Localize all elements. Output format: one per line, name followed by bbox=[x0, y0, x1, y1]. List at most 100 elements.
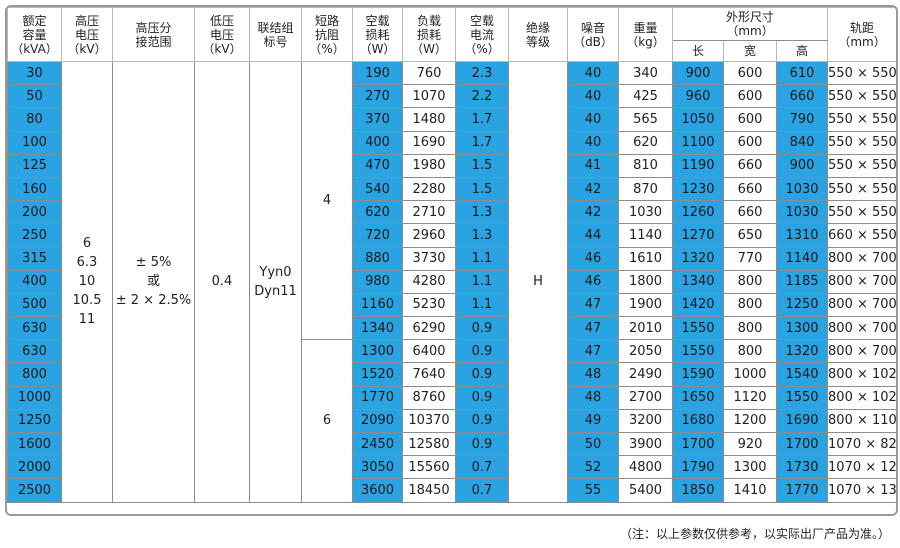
hv-voltage-values-line: 6 bbox=[82, 236, 92, 252]
width-cell: 800 bbox=[723, 339, 777, 364]
noload-current-cell: 0.9 bbox=[455, 431, 509, 457]
impedance-cell: 4 bbox=[301, 60, 353, 341]
width-cell: 1200 bbox=[723, 408, 777, 434]
width-cell: 600 bbox=[723, 60, 777, 86]
gauge-cell: 550 × 550 bbox=[827, 84, 896, 109]
capacity-cell: 200 bbox=[7, 200, 62, 225]
header-capacity: 额定 容量 （kVA） bbox=[7, 7, 62, 62]
header-lv-voltage: 低压 电压 （kV） bbox=[194, 7, 250, 62]
weight-cell: 2700 bbox=[618, 385, 673, 410]
height-cell: 1550 bbox=[775, 385, 829, 410]
gauge-cell: 550 × 550 bbox=[827, 153, 896, 178]
capacity-cell: 1250 bbox=[7, 408, 62, 434]
height-cell: 1690 bbox=[775, 408, 829, 434]
weight-cell: 810 bbox=[618, 153, 673, 178]
noload-loss-cell: 1520 bbox=[352, 362, 403, 387]
load-loss-cell: 12580 bbox=[402, 431, 456, 457]
gauge-cell: 800 × 700 bbox=[827, 246, 896, 271]
gauge-cell: 800 × 700 bbox=[827, 292, 896, 318]
gauge-cell: 800 × 700 bbox=[827, 339, 896, 364]
width-cell: 600 bbox=[723, 130, 777, 155]
capacity-cell: 1000 bbox=[7, 385, 62, 410]
gauge-cell: 800 × 1020 bbox=[827, 362, 896, 387]
load-loss-cell: 2710 bbox=[402, 200, 456, 225]
hv-voltage-values: 6 6.3 10 10.5 11 bbox=[63, 234, 112, 329]
weight-cell: 565 bbox=[618, 107, 673, 132]
noise-cell: 40 bbox=[567, 60, 619, 86]
noload-current-cell: 1.1 bbox=[455, 292, 509, 318]
header-dimensions: 外形尺寸 （mm） bbox=[671, 7, 829, 41]
height-cell: 840 bbox=[775, 130, 829, 155]
gauge-cell: 550 × 550 bbox=[827, 107, 896, 132]
noise-cell: 49 bbox=[567, 408, 619, 434]
hv-voltage-values-line: 11 bbox=[78, 312, 96, 328]
weight-cell: 340 bbox=[618, 60, 673, 86]
table-row: 630 6 1300 6400 0.9 47 2050 1550 800 1320 800 × 70… bbox=[7, 339, 896, 503]
noload-current-cell: 2.3 bbox=[455, 60, 509, 86]
noload-current-cell: 0.7 bbox=[455, 455, 509, 480]
noload-loss-cell: 1770 bbox=[352, 385, 403, 410]
load-loss-cell: 1980 bbox=[402, 153, 456, 178]
header-hv-voltage: 高压 电压 （kV） bbox=[61, 7, 113, 62]
length-cell: 1680 bbox=[672, 408, 724, 434]
load-loss-cell: 2280 bbox=[402, 176, 456, 202]
noload-loss-cell: 3050 bbox=[352, 455, 403, 480]
noload-loss-cell: 370 bbox=[352, 107, 403, 132]
insulation-cell: H bbox=[508, 61, 568, 503]
noload-current-cell: 1.3 bbox=[455, 223, 509, 248]
gauge-cell: 550 × 550 bbox=[827, 60, 896, 86]
width-cell: 660 bbox=[723, 200, 777, 225]
table-row: 400 980 4280 1.1 46 1800 1340 800 1185 800 × 700 bbox=[7, 269, 896, 294]
load-loss-cell: 4280 bbox=[402, 269, 456, 294]
noload-current-cell: 0.9 bbox=[455, 408, 509, 434]
noload-loss-cell: 270 bbox=[352, 84, 403, 109]
noload-current-cell: 0.9 bbox=[455, 316, 509, 341]
header-dim-width: 宽 bbox=[723, 40, 777, 62]
length-cell: 1230 bbox=[672, 176, 724, 202]
vector-group-values-line: Yyn0 bbox=[259, 264, 292, 280]
length-cell: 1650 bbox=[672, 385, 724, 410]
gauge-cell: 1070 × 1210 bbox=[827, 455, 896, 480]
weight-cell: 1030 bbox=[618, 200, 673, 225]
gauge-cell: 800 × 700 bbox=[827, 316, 896, 341]
weight-cell: 5400 bbox=[618, 478, 673, 503]
load-loss-cell: 1690 bbox=[402, 130, 456, 155]
weight-cell: 2010 bbox=[618, 316, 673, 341]
load-loss-cell: 6400 bbox=[402, 339, 456, 364]
noload-loss-cell: 470 bbox=[352, 153, 403, 178]
table-body: 30 6 6.3 10 10.5 11 ± 5% 或 ± 2 × 2.5% 0.4 Yyn0 Dyn1… bbox=[7, 60, 896, 503]
gauge-cell: 550 × 550 bbox=[827, 130, 896, 155]
width-cell: 920 bbox=[723, 431, 777, 457]
load-loss-cell: 6290 bbox=[402, 316, 456, 341]
header-gauge: 轨距 （mm） bbox=[827, 7, 896, 62]
width-cell: 1300 bbox=[723, 455, 777, 480]
width-cell: 800 bbox=[723, 292, 777, 318]
load-loss-cell: 18450 bbox=[402, 478, 456, 503]
capacity-cell: 80 bbox=[7, 107, 62, 132]
height-cell: 900 bbox=[775, 153, 829, 178]
header-noload-loss: 空载 损耗 （W） bbox=[352, 7, 403, 62]
header-insulation: 绝缘 等级 bbox=[508, 7, 568, 62]
length-cell: 1420 bbox=[672, 292, 724, 318]
noload-current-cell: 0.7 bbox=[455, 478, 509, 503]
width-cell: 1000 bbox=[723, 362, 777, 387]
header-dim-height: 高 bbox=[775, 40, 829, 62]
length-cell: 1700 bbox=[672, 431, 724, 457]
vector-group-cell: Yyn0 Dyn11 bbox=[249, 61, 302, 503]
height-cell: 1185 bbox=[775, 269, 829, 294]
table-row: 200 620 2710 1.3 42 1030 1260 660 1030 550 × 550 bbox=[7, 200, 896, 225]
table-row: 160 540 2280 1.5 42 870 1230 660 1030 550 × 550 bbox=[7, 176, 896, 202]
noise-cell: 42 bbox=[567, 200, 619, 225]
noload-loss-cell: 980 bbox=[352, 269, 403, 294]
noise-cell: 48 bbox=[567, 362, 619, 387]
width-cell: 770 bbox=[723, 246, 777, 271]
tap-range-values: ± 5% 或 ± 2 × 2.5% bbox=[114, 253, 194, 310]
height-cell: 1320 bbox=[775, 339, 829, 364]
noload-loss-cell: 880 bbox=[352, 246, 403, 271]
noise-cell: 47 bbox=[567, 292, 619, 318]
weight-cell: 4800 bbox=[618, 455, 673, 480]
table-row: 50 270 1070 2.2 40 425 960 600 660 550 × 550 bbox=[7, 84, 896, 109]
noload-loss-cell: 1160 bbox=[352, 292, 403, 318]
load-loss-cell: 3730 bbox=[402, 246, 456, 271]
capacity-cell: 30 bbox=[7, 60, 62, 86]
